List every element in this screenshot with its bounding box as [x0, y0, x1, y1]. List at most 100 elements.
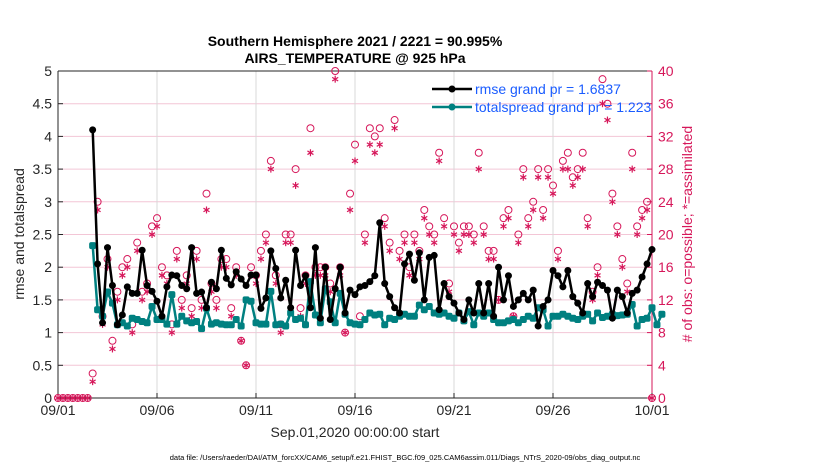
assimilated-obs-marker [440, 222, 448, 230]
rmse-point [297, 282, 305, 290]
possible-obs-marker [148, 222, 157, 231]
possible-obs-marker [534, 165, 543, 174]
possible-obs-marker [450, 222, 458, 231]
asterisk-stroke [128, 330, 136, 335]
assimilated-obs-marker [633, 231, 641, 238]
asterisk-stroke [490, 256, 497, 262]
assimilated-obs-marker [411, 239, 418, 247]
asterisk-stroke [391, 125, 398, 131]
rmse-point [222, 274, 230, 282]
assimilated-obs-marker [371, 149, 379, 157]
asterisk-stroke [168, 330, 176, 335]
asterisk-stroke [628, 166, 636, 172]
possible-obs-marker [529, 197, 538, 206]
rmse-point [579, 309, 587, 317]
spread-point [198, 325, 206, 333]
spread-point [361, 316, 369, 324]
asterisk-stroke [440, 224, 448, 229]
asterisk-stroke [599, 101, 606, 107]
rmse-point [341, 309, 349, 317]
rmse-point [316, 314, 324, 322]
assimilated-obs-marker [485, 255, 492, 263]
assimilated-obs-marker [475, 165, 483, 173]
asterisk-stroke [579, 166, 587, 172]
asterisk-stroke [401, 240, 408, 245]
spread-point [302, 321, 309, 329]
possible-obs-marker [365, 124, 374, 133]
possible-obs-marker [544, 165, 553, 174]
possible-obs-marker [296, 304, 305, 313]
possible-obs-marker [425, 222, 434, 231]
asterisk-stroke [361, 240, 369, 245]
asterisk-stroke [465, 232, 473, 237]
rmse-point [633, 286, 641, 294]
rmse-point [178, 282, 186, 290]
rmse-point [282, 276, 290, 284]
rmse-point [599, 282, 606, 290]
assimilated-obs-marker [406, 271, 413, 279]
rmse-point [569, 293, 577, 301]
y-right-tick-label: 16 [658, 259, 674, 275]
possible-obs-marker [410, 230, 419, 239]
assimilated-obs-marker [450, 231, 458, 238]
rmse-point [564, 266, 572, 274]
rmse-point [148, 287, 156, 295]
asterisk-stroke [287, 240, 294, 245]
possible-obs-marker [370, 132, 379, 141]
assimilated-obs-marker [331, 75, 339, 83]
rmse-point [445, 293, 453, 301]
assimilated-obs-marker [579, 165, 587, 173]
rmse-point [460, 316, 468, 324]
possible-obs-marker [212, 295, 221, 304]
possible-obs-marker [261, 230, 270, 239]
rmse-point [584, 280, 592, 288]
rmse-point [366, 278, 374, 286]
asterisk-stroke [119, 273, 126, 278]
assimilated-obs-marker [539, 214, 547, 222]
x-tick-label: 09/01 [40, 402, 75, 418]
spread-point [450, 314, 458, 322]
assimilated-obs-marker [242, 361, 250, 369]
asterisk-stroke [138, 297, 146, 303]
asterisk-stroke [351, 158, 359, 164]
rmse-point [603, 286, 611, 294]
x-tick-label: 09/11 [239, 402, 273, 418]
asterisk-stroke [618, 264, 626, 270]
asterisk-stroke [539, 215, 547, 221]
possible-obs-marker [247, 263, 256, 272]
asterisk-stroke [420, 215, 428, 221]
asterisk-stroke [648, 395, 656, 401]
asterisk-stroke [430, 240, 438, 245]
possible-obs-marker [113, 287, 122, 296]
spread-point [143, 319, 151, 327]
spread-point [237, 322, 245, 330]
assimilated-obs-marker [614, 231, 621, 238]
assimilated-obs-marker [500, 222, 507, 230]
rmse-point [158, 312, 166, 320]
rmse-point [643, 260, 651, 268]
possible-obs-marker [638, 205, 647, 214]
asterisk-stroke [564, 166, 572, 172]
rmse-point [252, 271, 260, 279]
rmse-point [594, 278, 602, 286]
rmse-point [465, 296, 473, 304]
asterisk-stroke [227, 313, 235, 319]
rmse-point [420, 296, 428, 304]
asterisk-stroke [366, 142, 374, 147]
possible-obs-marker [360, 230, 369, 239]
possible-obs-marker [266, 156, 275, 165]
rmse-point [554, 272, 562, 280]
assimilated-obs-marker [435, 157, 443, 165]
rmse-point [277, 294, 285, 302]
y-right-tick-label: 12 [658, 292, 674, 308]
asterisk-stroke [213, 305, 220, 311]
asterisk-stroke [346, 207, 354, 213]
spread-point [227, 321, 235, 329]
assimilated-obs-marker [237, 337, 245, 345]
asterisk-stroke [519, 174, 527, 180]
rmse-point [519, 289, 527, 297]
rmse-point [247, 271, 255, 279]
asterisk-stroke [406, 273, 413, 278]
asterisk-stroke [475, 166, 483, 172]
assimilated-obs-marker [84, 394, 92, 402]
